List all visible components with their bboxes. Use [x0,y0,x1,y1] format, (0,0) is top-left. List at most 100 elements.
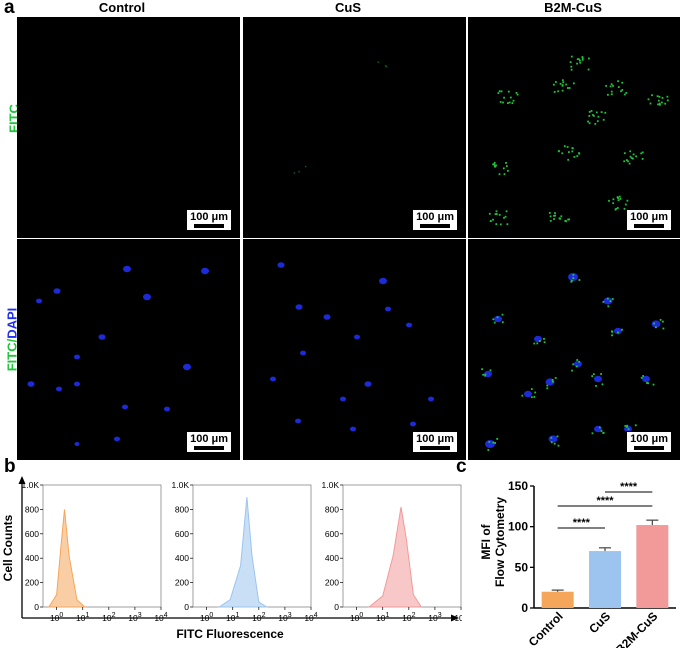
fitc-speck [592,373,595,375]
fitc-speck [551,380,554,383]
fitc-speck [632,157,634,160]
dapi-nucleus [642,375,650,383]
y-tick-label: 200 [175,578,189,588]
fitc-speck [594,123,597,125]
fitc-speck [492,441,495,444]
y-tick-label: 800 [325,504,339,514]
y-tick-label: 0 [521,601,528,615]
scale-bar: 100 μm [626,209,672,231]
dapi-nucleus [614,327,622,335]
fitc-speck [658,102,661,105]
fitc-speck [623,93,626,96]
fitc-speck [482,373,485,376]
fitc-speck [578,279,581,281]
fitc-speck [565,220,567,223]
histogram-area [217,497,269,608]
dapi-nucleus [164,406,170,412]
fitc-speck [565,83,568,86]
fitc-speck [579,61,582,64]
x-tick-label: 103 [428,612,441,623]
fitc-speck [499,101,502,103]
x-tick-label: 101 [376,612,389,623]
x-tick-label: B2M-CuS [613,609,661,648]
fitc-speck [626,424,629,427]
dapi-nuclei-control [27,265,210,447]
fitc-speck [614,208,617,211]
y-tick-label: 1.0K [322,480,340,490]
fitc-speck [661,101,663,104]
fitc-speck [588,57,590,60]
y-tick-label: 0 [184,602,189,612]
fitc-speck [573,82,575,85]
fitc-speck [495,213,498,215]
fitc-speck [543,341,546,344]
histogram-panel: 0 200 400 600 800 1.0K 100 101 102 103 104 [322,480,463,623]
fitc-speck [511,102,514,104]
fitc-speck [587,120,589,123]
fitc-speck [640,376,643,379]
fitc-speck [568,151,570,153]
bar [541,591,574,608]
fitc-speck [481,368,483,371]
fitc-speck [566,146,569,148]
fitc-speck [606,297,609,300]
fitc-speck [553,91,556,93]
fitc-speck [550,436,553,439]
fitc-speck [610,90,613,93]
fitc-speck [664,102,667,105]
fitc-speck [553,83,555,86]
fitc-speck [536,342,539,345]
dapi-nucleus [143,293,151,301]
fitc-speck [641,158,644,160]
image-merge-cus: 100 μm [243,239,466,460]
fitc-speck [627,160,629,163]
dapi-nuclei-b2m [481,273,665,451]
y-tick-label: 50 [515,560,529,574]
dapi-nucleus [74,354,80,360]
fitc-speck [512,99,515,102]
fitc-speck [503,96,505,99]
scale-bar-line [194,224,225,228]
fitc-speck [498,213,501,216]
fitc-speck [588,115,591,117]
fitc-speck [496,316,499,319]
fitc-speck [494,213,497,215]
fitc-speck [298,170,300,173]
column-title-cus: CuS [335,0,361,15]
fitc-speck [521,394,524,397]
y-tick-label: 0 [34,602,39,612]
fitc-speck [611,331,614,333]
fitc-speck [629,155,632,158]
dapi-nucleus [354,334,360,340]
fitc-speck [570,55,573,58]
fitc-speck [507,102,509,104]
fitc-speck [568,87,571,89]
fitc-speck [662,327,665,330]
fitc-speck [605,85,607,87]
fitc-speck [625,92,628,94]
x-tick-label: 101 [76,612,89,623]
panel-label-c: c [456,456,467,477]
fitc-speck [498,173,501,176]
fitc-speck [617,331,619,334]
fitc-speck [608,199,610,202]
fitc-speck [578,360,581,363]
fitc-speck [627,428,630,431]
fitc-speck [553,442,556,445]
image-fitc-cus: 100 μm [243,17,466,238]
scale-bar-line [634,224,665,228]
fitc-speck [555,81,557,83]
fitc-speck [503,216,505,219]
fitc-speck [576,155,579,157]
fitc-speck [561,89,564,92]
fitc-speck [623,207,626,210]
dapi-nucleus [594,375,602,383]
scale-bar-line [420,224,451,228]
fitc-speck [558,217,561,220]
fitc-speck [516,93,519,96]
x-tick-label: 104 [154,612,167,623]
y-tick-label: 200 [325,578,339,588]
fitc-speck [505,210,508,213]
significance-label: **** [620,481,638,493]
fitc-speck [492,163,495,166]
